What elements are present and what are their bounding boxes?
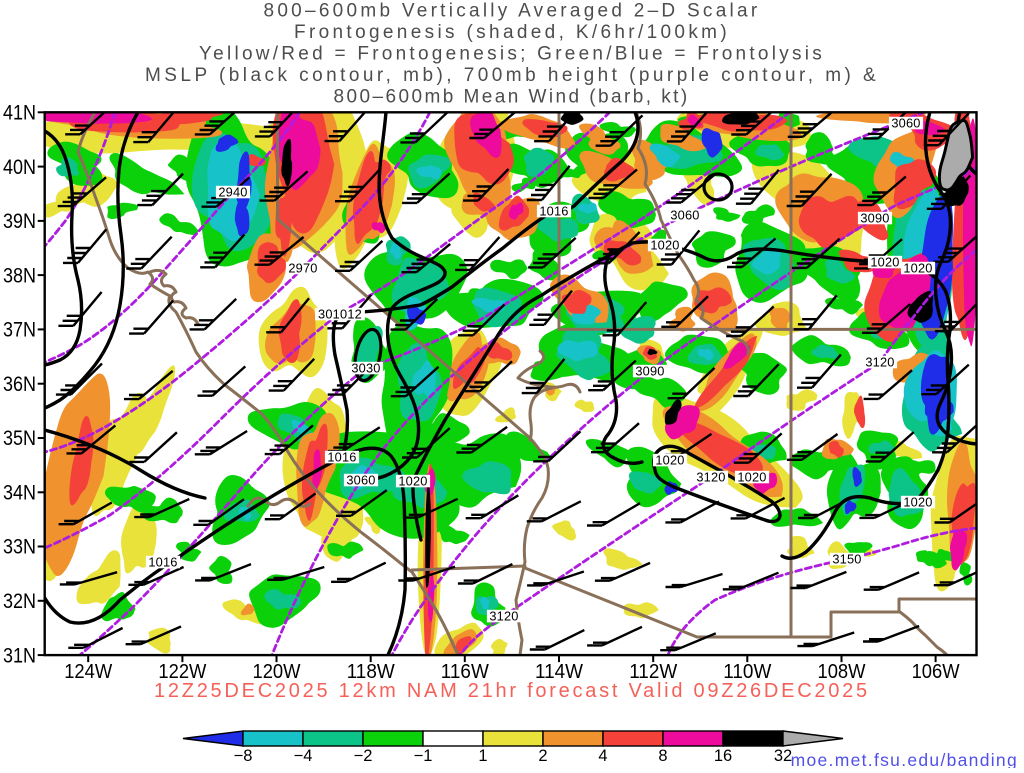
svg-text:1016: 1016: [148, 554, 177, 569]
svg-text:39N: 39N: [3, 209, 36, 233]
svg-text:12Z25DEC2025 12km NAM 21hr for: 12Z25DEC2025 12km NAM 21hr forecast Vali…: [154, 680, 870, 702]
svg-text:40N: 40N: [3, 155, 36, 179]
svg-text:1: 1: [478, 747, 487, 765]
svg-text:800–600mb Vertically Averaged: 800–600mb Vertically Averaged 2–D Scalar: [264, 1, 761, 22]
svg-text:32N: 32N: [3, 589, 36, 613]
svg-text:3120: 3120: [865, 354, 894, 369]
svg-text:1016: 1016: [327, 449, 356, 464]
svg-text:41N: 41N: [3, 101, 36, 125]
svg-text:37N: 37N: [3, 318, 36, 342]
svg-text:35N: 35N: [3, 426, 36, 450]
svg-text:2940: 2940: [218, 184, 247, 199]
svg-text:301012: 301012: [318, 306, 362, 321]
svg-text:1020: 1020: [903, 494, 932, 509]
svg-text:1020: 1020: [398, 473, 427, 488]
svg-text:106W: 106W: [912, 660, 961, 683]
svg-text:Yellow/Red = Frontogenesis; G: Yellow/Red = Frontogenesis; Green/Blue =…: [199, 44, 825, 65]
svg-text:1020: 1020: [903, 260, 932, 275]
svg-text:MSLP (black contour, mb), 700m: MSLP (black contour, mb), 700mb height (…: [145, 65, 879, 86]
svg-text:8: 8: [658, 747, 667, 765]
svg-text:36N: 36N: [3, 372, 36, 396]
svg-text:2970: 2970: [288, 260, 317, 275]
svg-text:−4: −4: [294, 747, 313, 765]
svg-text:1020: 1020: [650, 237, 679, 252]
svg-text:3060: 3060: [891, 115, 920, 130]
svg-text:16: 16: [714, 747, 732, 765]
svg-text:800–600mb Mean Wind (barb, kt): 800–600mb Mean Wind (barb, kt): [334, 87, 691, 108]
svg-text:114W: 114W: [535, 660, 584, 683]
svg-text:120W: 120W: [253, 660, 302, 683]
svg-text:Frontogenesis (shaded, K/6hr/1: Frontogenesis (shaded, K/6hr/100km): [294, 22, 730, 43]
svg-text:112W: 112W: [629, 660, 678, 683]
svg-text:32: 32: [774, 747, 792, 765]
svg-text:116W: 116W: [441, 660, 490, 683]
svg-text:118W: 118W: [347, 660, 396, 683]
svg-text:3090: 3090: [635, 363, 664, 378]
svg-text:33N: 33N: [3, 535, 36, 559]
svg-text:1020: 1020: [737, 469, 766, 484]
svg-text:108W: 108W: [818, 660, 867, 683]
svg-text:3060: 3060: [346, 472, 375, 487]
svg-text:124W: 124W: [64, 660, 113, 683]
svg-text:−1: −1: [414, 747, 433, 765]
svg-text:−8: −8: [234, 747, 253, 765]
svg-text:3120: 3120: [489, 608, 518, 623]
svg-text:3150: 3150: [832, 551, 861, 566]
svg-text:122W: 122W: [158, 660, 207, 683]
svg-text:4: 4: [598, 747, 607, 765]
svg-text:3030: 3030: [351, 360, 380, 375]
svg-text:31N: 31N: [3, 643, 36, 667]
svg-text:2: 2: [538, 747, 547, 765]
svg-text:34N: 34N: [3, 481, 36, 505]
svg-text:38N: 38N: [3, 263, 36, 287]
svg-text:moe.met.fsu.edu/banding: moe.met.fsu.edu/banding: [791, 750, 1018, 768]
svg-text:1016: 1016: [539, 203, 568, 218]
svg-text:3120: 3120: [696, 469, 725, 484]
svg-text:1020: 1020: [870, 254, 899, 269]
svg-text:3090: 3090: [860, 210, 889, 225]
svg-text:−2: −2: [354, 747, 373, 765]
svg-text:110W: 110W: [723, 660, 772, 683]
svg-text:3060: 3060: [670, 207, 699, 222]
svg-text:1020: 1020: [655, 452, 684, 467]
